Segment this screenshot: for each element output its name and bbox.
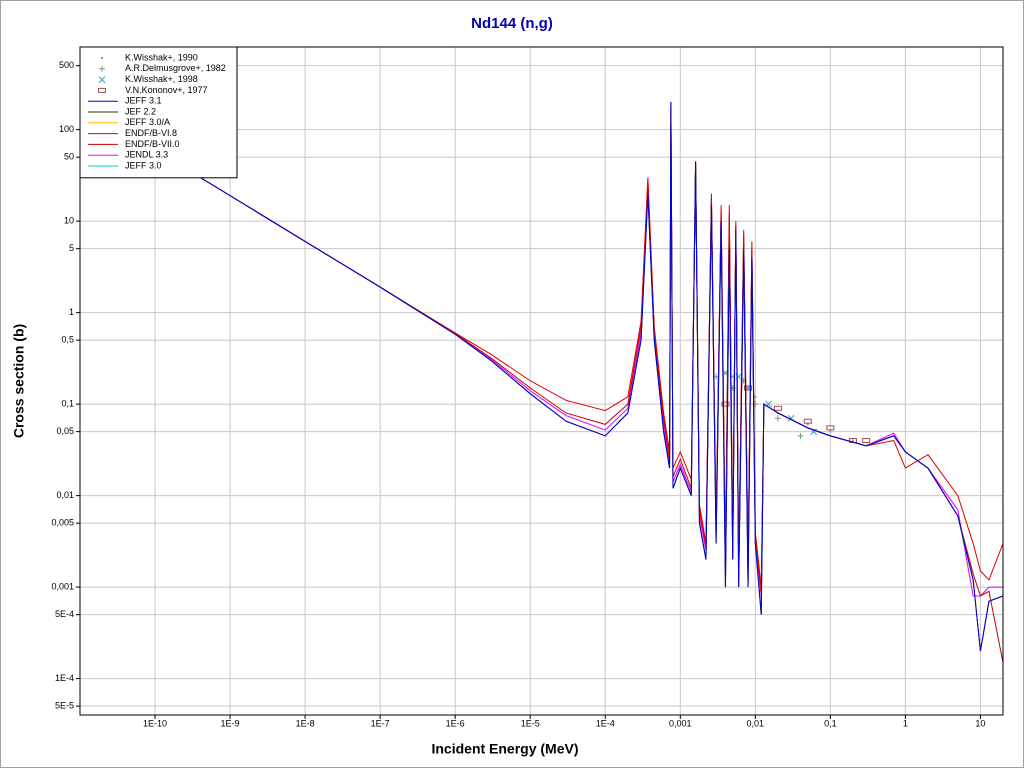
x-tick-label: 1E-4 <box>596 718 615 728</box>
x-tick-label: 1E-6 <box>446 718 465 728</box>
y-tick-label: 1 <box>69 307 74 317</box>
marker <box>829 430 832 433</box>
plot-area <box>80 102 1003 663</box>
marker <box>797 432 804 439</box>
y-tick-label: 0,005 <box>51 518 74 528</box>
legend-label: ENDF/B-VI.8 <box>125 128 177 138</box>
marker <box>774 415 781 422</box>
y-tick-label: 0,01 <box>56 490 74 500</box>
legend-label: JEFF 3.1 <box>125 96 162 106</box>
legend-label: JEFF 3.0 <box>125 160 162 170</box>
marker <box>803 418 812 424</box>
legend-label: A.R.Delmusgrove+, 1982 <box>125 63 226 73</box>
x-tick-label: 1E-5 <box>521 718 540 728</box>
marker <box>862 438 871 444</box>
marker <box>98 87 106 93</box>
legend-label: ENDF/B-VII.0 <box>125 139 180 149</box>
marker <box>773 405 782 411</box>
legend-label: K.Wisshak+, 1998 <box>125 74 198 84</box>
y-tick-label: 5E-4 <box>55 609 74 619</box>
y-tick-label: 0,05 <box>56 426 74 436</box>
y-axis-title: Cross section (b) <box>11 324 27 438</box>
legend-label: JENDL 3.3 <box>125 150 168 160</box>
y-tick-label: 0,1 <box>61 398 74 408</box>
x-tick-label: 1 <box>903 718 908 728</box>
x-axis-title: Incident Energy (MeV) <box>431 741 578 757</box>
marker <box>731 375 734 378</box>
x-tick-label: 1E-9 <box>221 718 240 728</box>
marker <box>98 76 106 83</box>
x-tick-label: 1E-10 <box>143 718 167 728</box>
marker <box>754 395 757 399</box>
y-tick-label: 0,001 <box>51 581 74 591</box>
x-tick-label: 0,001 <box>669 718 692 728</box>
marker <box>721 401 730 407</box>
y-tick-label: 5 <box>69 243 74 253</box>
marker <box>100 56 104 60</box>
y-tick-label: 5E-5 <box>55 701 74 711</box>
x-tick-label: 1E-8 <box>296 718 315 728</box>
legend-label: JEFF 3.0/A <box>125 117 170 127</box>
y-tick-label: 50 <box>64 152 74 162</box>
legend-label: K.Wisshak+, 1990 <box>125 52 198 62</box>
marker <box>851 439 855 442</box>
y-tick-label: 10 <box>64 215 74 225</box>
marker <box>744 385 753 391</box>
legend-label: JEF 2.2 <box>125 106 156 116</box>
y-tick-label: 500 <box>59 60 74 70</box>
x-tick-label: 1E-7 <box>371 718 390 728</box>
marker <box>826 425 835 431</box>
x-tick-label: 0,01 <box>747 718 765 728</box>
chart-title: Nd144 (n,g) <box>471 15 553 32</box>
series-line <box>80 102 1003 652</box>
y-tick-label: 100 <box>59 124 74 134</box>
y-tick-label: 0,5 <box>61 335 74 345</box>
legend-label: V.N.Kononov+, 1977 <box>125 85 208 95</box>
plot-border <box>79 46 1004 716</box>
y-tick-label: 1E-4 <box>55 673 74 683</box>
marker <box>99 65 105 72</box>
x-tick-label: 10 <box>975 718 985 728</box>
marker <box>806 423 809 426</box>
x-tick-label: 0,1 <box>824 718 837 728</box>
grid: 1E-10 1E-9 1E-8 1E-7 1E-6 1E-5 1E-4 0,001 0,01 0,… <box>51 47 1003 728</box>
